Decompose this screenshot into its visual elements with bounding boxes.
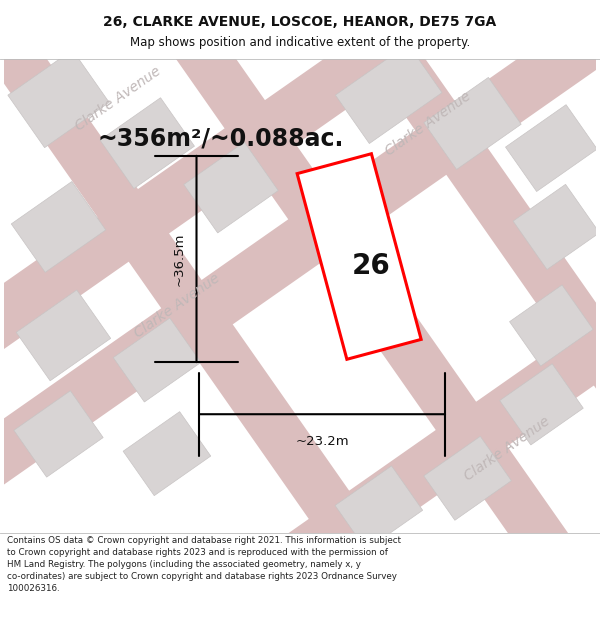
Polygon shape bbox=[500, 364, 583, 445]
Polygon shape bbox=[184, 142, 278, 233]
Polygon shape bbox=[8, 50, 109, 148]
Polygon shape bbox=[506, 104, 597, 191]
Polygon shape bbox=[0, 0, 600, 385]
Text: Clarke Avenue: Clarke Avenue bbox=[72, 64, 163, 134]
Text: Clarke Avenue: Clarke Avenue bbox=[131, 271, 222, 341]
Polygon shape bbox=[16, 290, 110, 381]
Polygon shape bbox=[123, 412, 211, 496]
Polygon shape bbox=[0, 0, 368, 545]
Polygon shape bbox=[252, 0, 600, 624]
Polygon shape bbox=[424, 78, 521, 169]
Text: 26, CLARKE AVENUE, LOSCOE, HEANOR, DE75 7GA: 26, CLARKE AVENUE, LOSCOE, HEANOR, DE75 … bbox=[103, 16, 497, 29]
Text: Clarke Avenue: Clarke Avenue bbox=[383, 89, 473, 158]
Polygon shape bbox=[335, 466, 422, 550]
Polygon shape bbox=[100, 98, 194, 189]
Polygon shape bbox=[513, 184, 599, 269]
Text: ~356m²/~0.088ac.: ~356m²/~0.088ac. bbox=[98, 126, 344, 150]
Text: Clarke Avenue: Clarke Avenue bbox=[461, 414, 553, 483]
Polygon shape bbox=[113, 318, 201, 402]
Text: ~36.5m: ~36.5m bbox=[172, 232, 185, 286]
Text: 26: 26 bbox=[352, 253, 391, 281]
Polygon shape bbox=[49, 192, 600, 625]
Text: ~23.2m: ~23.2m bbox=[295, 436, 349, 448]
Polygon shape bbox=[424, 436, 511, 520]
Text: Contains OS data © Crown copyright and database right 2021. This information is : Contains OS data © Crown copyright and d… bbox=[7, 536, 401, 593]
Polygon shape bbox=[297, 154, 421, 359]
Polygon shape bbox=[11, 181, 106, 272]
Polygon shape bbox=[14, 391, 103, 477]
Polygon shape bbox=[0, 19, 600, 572]
Text: Map shows position and indicative extent of the property.: Map shows position and indicative extent… bbox=[130, 36, 470, 49]
Polygon shape bbox=[509, 285, 593, 366]
Polygon shape bbox=[335, 44, 442, 144]
Polygon shape bbox=[35, 0, 584, 585]
